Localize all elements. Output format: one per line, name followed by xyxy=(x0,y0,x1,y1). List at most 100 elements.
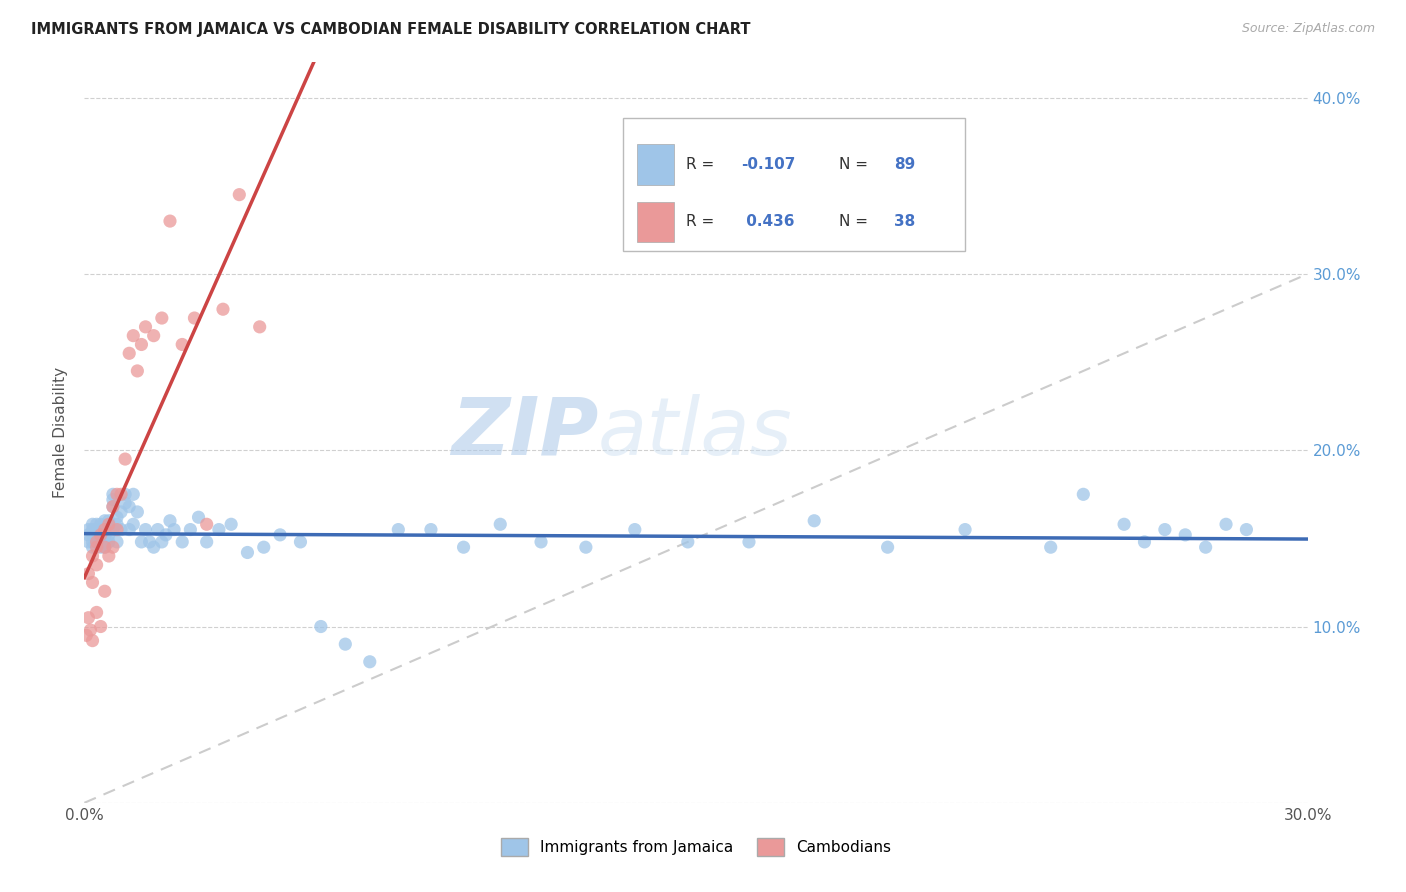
Point xyxy=(90,619,112,633)
Text: N =: N = xyxy=(839,214,873,229)
Point xyxy=(105,535,128,549)
Point xyxy=(155,528,177,542)
Point xyxy=(97,528,120,542)
Point xyxy=(359,655,381,669)
Text: 89: 89 xyxy=(894,157,915,172)
Point xyxy=(93,535,115,549)
Point xyxy=(86,535,108,549)
Point xyxy=(150,535,173,549)
Point xyxy=(90,535,112,549)
Point xyxy=(77,523,100,537)
Text: IMMIGRANTS FROM JAMAICA VS CAMBODIAN FEMALE DISABILITY CORRELATION CHART: IMMIGRANTS FROM JAMAICA VS CAMBODIAN FEM… xyxy=(31,22,751,37)
Point xyxy=(179,523,201,537)
Point xyxy=(118,346,141,360)
Point xyxy=(1039,540,1062,554)
Point xyxy=(97,523,120,537)
Point xyxy=(90,532,112,546)
Point xyxy=(82,549,104,563)
Text: R =: R = xyxy=(686,157,720,172)
Point xyxy=(489,517,512,532)
Point xyxy=(122,517,145,532)
Point xyxy=(1215,517,1237,532)
Point xyxy=(1154,523,1177,537)
Point xyxy=(105,510,128,524)
Point xyxy=(163,523,186,537)
Point xyxy=(219,517,242,532)
Point xyxy=(114,487,136,501)
Point xyxy=(118,500,141,514)
Point xyxy=(105,487,128,501)
Point xyxy=(90,523,112,537)
Point xyxy=(1174,528,1197,542)
Point xyxy=(77,610,100,624)
Point xyxy=(97,517,120,532)
Point xyxy=(93,528,115,542)
Point xyxy=(131,337,153,351)
Point xyxy=(90,526,112,541)
Point xyxy=(1073,487,1095,501)
Point xyxy=(172,535,194,549)
Point xyxy=(86,517,108,532)
Point xyxy=(82,517,104,532)
Point xyxy=(195,535,218,549)
Point xyxy=(105,517,128,532)
Point xyxy=(101,500,124,514)
Point xyxy=(142,328,165,343)
FancyBboxPatch shape xyxy=(637,202,673,243)
Point xyxy=(876,540,898,554)
Point xyxy=(142,540,165,554)
Point xyxy=(187,510,209,524)
Point xyxy=(101,487,124,501)
Point xyxy=(150,311,173,326)
Point xyxy=(118,523,141,537)
Point xyxy=(269,528,291,542)
Point xyxy=(75,628,97,642)
Point xyxy=(93,523,115,537)
Point xyxy=(110,487,132,501)
Point xyxy=(93,514,115,528)
Point xyxy=(86,540,108,554)
Point xyxy=(114,452,136,467)
Point xyxy=(122,328,145,343)
Point xyxy=(290,535,312,549)
Point xyxy=(101,492,124,507)
Point xyxy=(86,535,108,549)
Point xyxy=(90,517,112,532)
Point xyxy=(1133,535,1156,549)
Point xyxy=(159,514,181,528)
Point xyxy=(387,523,409,537)
Point xyxy=(105,523,128,537)
Point xyxy=(97,549,120,563)
Point xyxy=(228,187,250,202)
Text: R =: R = xyxy=(686,214,720,229)
Point xyxy=(82,633,104,648)
Point xyxy=(110,523,132,537)
Point xyxy=(138,535,160,549)
FancyBboxPatch shape xyxy=(637,145,673,185)
Point xyxy=(82,575,104,590)
Point xyxy=(335,637,357,651)
Point xyxy=(208,523,231,537)
Point xyxy=(309,619,332,633)
Point xyxy=(420,523,443,537)
Point xyxy=(77,535,100,549)
Point xyxy=(195,517,218,532)
Point xyxy=(1114,517,1136,532)
Point xyxy=(183,311,205,326)
Point xyxy=(953,523,976,537)
Point xyxy=(212,302,235,317)
Point xyxy=(135,319,157,334)
Point xyxy=(86,558,108,572)
Point xyxy=(101,523,124,537)
Point xyxy=(93,523,115,537)
Point xyxy=(86,606,108,620)
Point xyxy=(77,528,100,542)
Point xyxy=(82,540,104,554)
Y-axis label: Female Disability: Female Disability xyxy=(53,367,69,499)
Point xyxy=(97,535,120,549)
Point xyxy=(131,535,153,549)
Text: N =: N = xyxy=(839,157,873,172)
Point xyxy=(79,623,101,637)
Point xyxy=(159,214,181,228)
Point xyxy=(249,319,271,334)
